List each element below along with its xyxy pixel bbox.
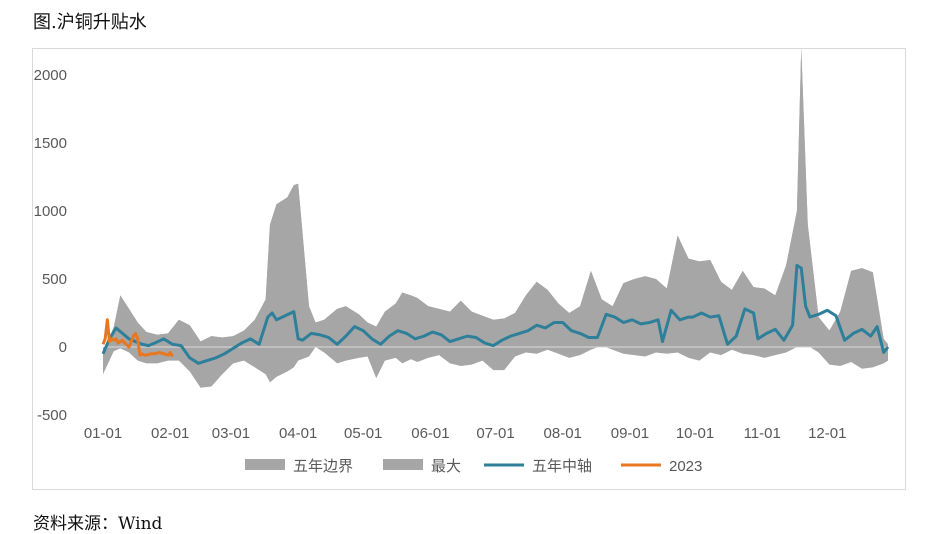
- source-note: 资料来源：Wind: [33, 514, 163, 534]
- y-tick-label: 0: [59, 339, 67, 356]
- series-band-area: [103, 47, 888, 388]
- x-tick-label: 08-01: [544, 425, 582, 442]
- chart-svg: -500 0 500 1000 1500 2000 01-01 02-01 03-01 04-01…: [34, 47, 890, 475]
- series-2023-line: [101, 318, 174, 358]
- x-tick-label: 01-01: [84, 425, 122, 442]
- y-tick-label: -500: [37, 407, 67, 424]
- legend-label: 最大: [431, 458, 461, 475]
- legend-swatch: [383, 459, 423, 470]
- y-tick-label: 1500: [34, 135, 67, 152]
- x-tick-label: 04-01: [279, 425, 317, 442]
- x-tick-label: 05-01: [344, 425, 382, 442]
- series-median-line: [101, 263, 890, 365]
- legend-swatch: [245, 459, 285, 470]
- y-tick-label: 500: [42, 271, 67, 288]
- chart-frame: -500 0 500 1000 1500 2000 01-01 02-01 03-01 04-01…: [32, 47, 906, 490]
- x-tick-label: 06-01: [411, 425, 449, 442]
- x-tick-label: 03-01: [212, 425, 250, 442]
- legend-label: 五年边界: [293, 458, 353, 475]
- x-tick-label: 09-01: [611, 425, 649, 442]
- legend-label: 2023: [669, 458, 702, 475]
- x-tick-label: 07-01: [476, 425, 514, 442]
- x-tick-label: 12-01: [808, 425, 846, 442]
- figure-title: 图.沪铜升贴水: [33, 12, 147, 33]
- legend-label: 五年中轴: [532, 458, 592, 475]
- y-tick-label: 1000: [34, 203, 67, 220]
- x-tick-label: 02-01: [151, 425, 189, 442]
- y-tick-label: 2000: [34, 67, 67, 84]
- x-tick-label: 11-01: [744, 425, 781, 442]
- x-tick-label: 10-01: [676, 425, 714, 442]
